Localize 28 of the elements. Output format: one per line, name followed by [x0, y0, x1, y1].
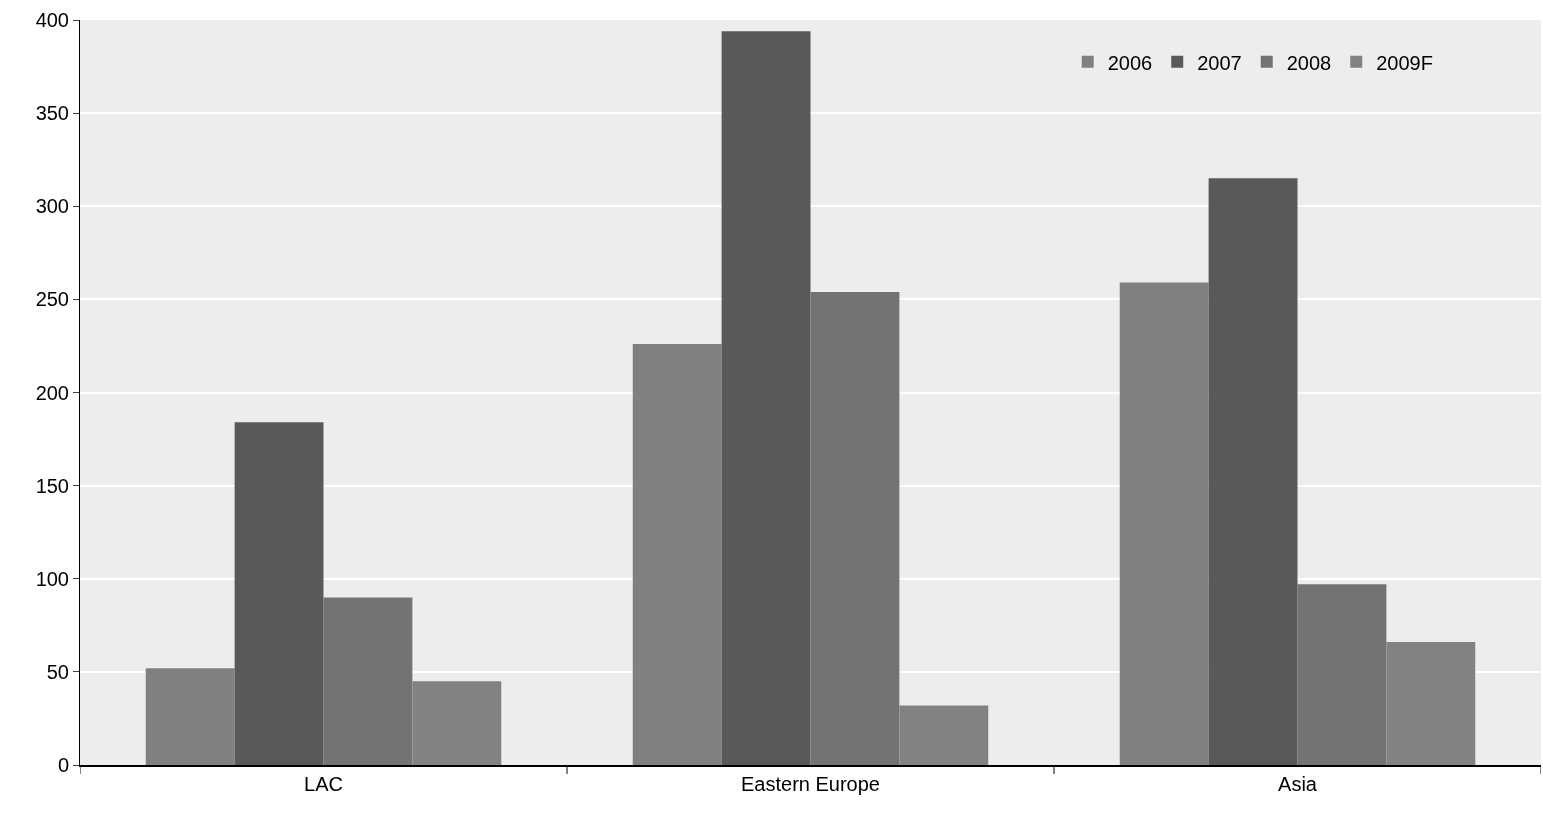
y-tick-label: 400: [35, 9, 69, 31]
bar: [234, 422, 324, 765]
y-tick-label: 350: [35, 102, 69, 125]
bar: [412, 681, 502, 765]
bar: [1297, 584, 1387, 765]
bar: [899, 705, 989, 765]
x-tick-label: Eastern Europe: [741, 773, 880, 795]
bar: [1208, 178, 1298, 765]
legend-label: 2009F: [1376, 51, 1433, 74]
bar: [810, 291, 900, 765]
y-tick-label: 300: [35, 195, 69, 218]
bar: [323, 597, 413, 765]
y-tick-label: 50: [46, 660, 69, 683]
x-tick-label: LAC: [304, 773, 343, 795]
legend-label: 2007: [1197, 51, 1242, 74]
bar: [1119, 282, 1209, 765]
y-tick-label: 250: [35, 288, 69, 311]
bar: [145, 668, 235, 765]
y-tick-label: 100: [35, 567, 69, 590]
legend-label: 2008: [1286, 51, 1332, 74]
legend-label: 2006: [1107, 51, 1153, 74]
bar: [632, 344, 722, 765]
y-tick-label: 200: [35, 381, 69, 404]
y-tick-label: 0: [57, 754, 69, 776]
bar: [721, 31, 811, 765]
y-tick-label: 150: [35, 474, 69, 497]
bar: [1386, 642, 1476, 765]
x-tick-label: Asia: [1278, 773, 1318, 795]
